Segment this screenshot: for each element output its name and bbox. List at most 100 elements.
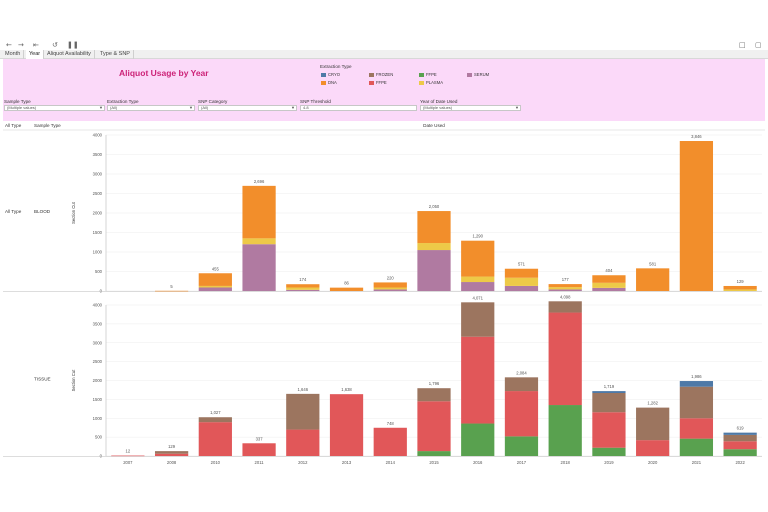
toolbar: ← → ⇤ ↺ ❚❚ □ ▢ [0,40,768,50]
bar-segment [679,381,714,387]
x-tick-label: 2007 [123,460,133,465]
filter-label: Sample Type [4,99,31,104]
y-axis-label: Section Cut [71,201,76,223]
tab-year[interactable]: Year [26,50,45,59]
bar-segment [154,451,189,454]
bar-segment [286,289,320,291]
bar-segment [198,417,232,423]
y-tick-label: 1000 [93,416,103,421]
bar-segment [373,282,407,288]
bar-segment [286,429,320,456]
x-tick-label: 2013 [342,460,352,465]
bar-segment [461,423,495,456]
y-tick-label: 2000 [93,378,103,383]
bar-total-label: 4,098 [560,294,571,299]
x-tick-label: 2020 [648,460,658,465]
snp-threshold-input[interactable]: 4.8 [300,105,417,111]
bar-total-label: 1,290 [472,234,483,239]
legend-item-frozen[interactable]: FROZEN [369,72,393,77]
filter-snp-category: SNP Category (All) ▼ [198,99,297,111]
x-tick-label: 2017 [517,460,527,465]
bar-total-label: 571 [518,262,526,267]
y-axis-label: Section Cut [71,369,76,391]
bar-segment [373,427,407,456]
row-label-all-type: All Type [5,209,22,214]
bar-segment [723,285,757,290]
bar-total-label: 581 [649,261,657,266]
legend-item-ffpe-green[interactable]: FFPE [419,72,437,77]
bar-segment [592,392,626,413]
legend-swatch [419,72,424,77]
legend-item-serum[interactable]: SERUM [467,72,489,77]
arrow-right-icon[interactable]: → [18,41,24,49]
refresh-icon[interactable]: ↺ [52,41,58,49]
comment-icon[interactable]: □ [739,41,746,49]
sample-type-select[interactable]: (Multiple values) ▼ [4,105,105,111]
bar-segment [242,244,276,291]
legend-item-ffpe-red[interactable]: FFPE [369,80,387,85]
x-tick-label: 2014 [386,460,396,465]
bar-segment [373,287,407,290]
bar-segment [461,276,495,283]
filter-label: Year of Date Used [420,99,458,104]
bar-total-label: 174 [299,277,307,282]
bar-total-label: 1,027 [210,410,221,415]
extraction-type-select[interactable]: (All) ▼ [107,105,195,111]
bar-segment [592,412,626,448]
tab-aliquot-availability[interactable]: Aliquot Availability [44,50,95,59]
bar-segment [679,438,714,456]
snp-category-select[interactable]: (All) ▼ [198,105,297,111]
tab-month[interactable]: Month [2,50,25,59]
legend-swatch [467,72,472,77]
bar-segment [461,336,495,424]
tab-type-snp[interactable]: Type & SNP [97,50,134,59]
bar-total-label: 2,084 [516,370,527,375]
bar-segment [548,301,582,313]
legend-item-dna[interactable]: DNA [321,80,337,85]
y-tick-label: 1500 [93,230,103,235]
bar-segment [111,455,145,457]
x-tick-label: 2021 [692,460,702,465]
bar-total-label: 1,282 [647,401,658,406]
bar-segment [461,282,495,291]
bar-total-label: 129 [737,279,745,284]
pause-icon[interactable]: ❚❚ [67,41,79,49]
page-title: Aliquot Usage by Year [119,68,209,78]
bar-segment [329,394,364,456]
y-tick-label: 4000 [93,133,103,138]
filter-label: SNP Threshold [300,99,331,104]
y-tick-label: 0 [100,289,103,294]
bar-segment [592,282,626,288]
bar-segment [723,289,757,291]
filter-snp-threshold: SNP Threshold 4.8 [300,99,417,111]
bar-segment [242,185,276,239]
bar-segment [504,391,539,437]
legend-title: Extraction Type [320,64,352,69]
legend-item-plasma[interactable]: PLASMA [419,80,443,85]
bar-segment [417,250,451,291]
y-tick-label: 2000 [93,211,103,216]
bar-segment [636,268,670,291]
column-header-date-used: Date Used [423,123,445,128]
bar-segment [286,284,320,288]
row-header-all-type: All Type [5,123,22,128]
y-tick-label: 3500 [93,152,103,157]
bar-total-label: 177 [562,277,570,282]
year-of-date-used-select[interactable]: (Multiple values) ▼ [420,105,521,111]
x-tick-label: 2015 [429,460,439,465]
bar-segment [242,238,276,245]
bar-segment [461,240,495,277]
bar-total-label: 748 [387,421,395,426]
bar-segment [417,243,451,251]
skip-back-icon[interactable]: ⇤ [33,41,39,49]
legend-item-cryo[interactable]: CRYO [321,72,340,77]
fullscreen-icon[interactable]: ▢ [755,41,762,49]
arrow-left-icon[interactable]: ← [6,41,12,49]
y-tick-label: 3500 [93,321,103,326]
y-tick-label: 2500 [93,359,103,364]
x-tick-label: 2016 [473,460,483,465]
bar-segment [679,386,714,419]
bar-segment [592,391,626,393]
bar-segment [198,422,232,456]
bar-total-label: 1,646 [298,387,309,392]
